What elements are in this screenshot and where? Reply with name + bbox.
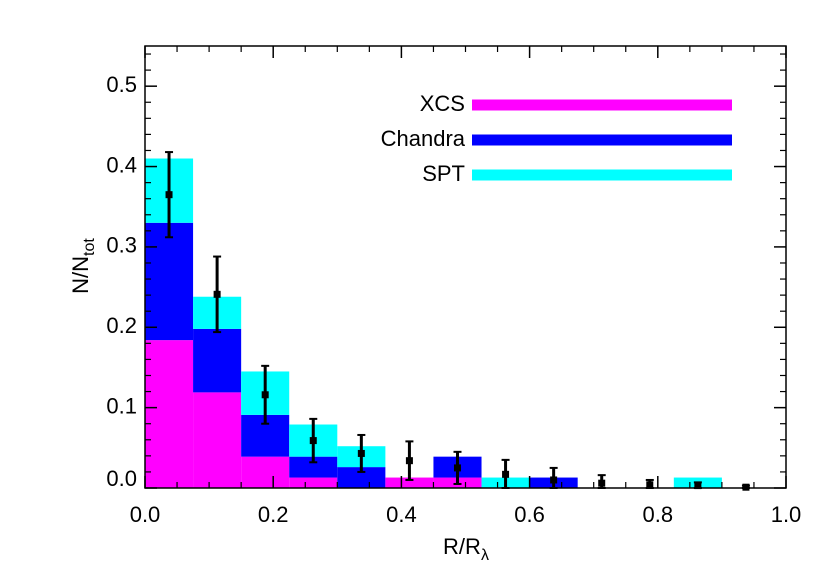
bar-segment [385, 477, 434, 488]
bar-segment [193, 392, 242, 488]
point [646, 481, 654, 489]
bar-segment [337, 467, 386, 488]
point [261, 391, 269, 399]
legend-label: XCS [420, 91, 465, 116]
y-axis-label: N/Ntot [68, 238, 98, 294]
y-tick-label: 0.0 [106, 466, 137, 491]
point [502, 470, 510, 478]
y-tick-label: 0.2 [106, 313, 137, 338]
point [742, 483, 750, 491]
point [357, 449, 365, 457]
bar-segment [289, 477, 338, 488]
x-tick-label: 0.2 [258, 502, 289, 527]
bar-segment [145, 340, 194, 488]
point [550, 476, 558, 484]
x-axis-label: R/Rλ [443, 534, 489, 564]
x-tick-label: 0.4 [386, 502, 417, 527]
bar-segment [241, 456, 290, 488]
x-tick-label: 0.8 [643, 502, 674, 527]
point [598, 479, 606, 487]
bar-segment [289, 456, 338, 478]
legend-label: SPT [422, 161, 465, 186]
y-tick-label: 0.3 [106, 233, 137, 258]
point [309, 437, 317, 445]
x-axis-label-main: R/R [443, 534, 481, 559]
x-tick-label: 0.0 [130, 502, 161, 527]
y-tick-label: 0.4 [106, 152, 137, 177]
legend-label: Chandra [381, 126, 466, 151]
point [694, 482, 702, 490]
x-tick-label: 0.6 [514, 502, 545, 527]
bar-segment [145, 222, 194, 341]
y-axis-label-sub: tot [81, 238, 98, 256]
y-tick-label: 0.1 [106, 393, 137, 418]
point [165, 191, 173, 199]
point [453, 464, 461, 472]
x-axis-label-sub: λ [481, 547, 489, 564]
point [405, 457, 413, 465]
point [213, 290, 221, 298]
bar-segment [193, 328, 242, 393]
x-tick-label: 1.0 [771, 502, 802, 527]
y-axis-label-main: N/N [68, 256, 93, 294]
y-tick-label: 0.5 [106, 72, 137, 97]
